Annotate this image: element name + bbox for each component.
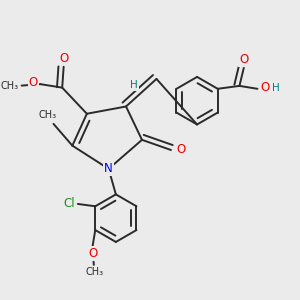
Text: Cl: Cl bbox=[63, 197, 75, 210]
Text: O: O bbox=[260, 81, 269, 94]
Text: O: O bbox=[88, 247, 98, 260]
Text: H: H bbox=[130, 80, 138, 91]
Text: CH₃: CH₃ bbox=[85, 267, 103, 278]
Text: N: N bbox=[104, 162, 113, 176]
Text: O: O bbox=[28, 76, 38, 89]
Text: O: O bbox=[239, 53, 248, 66]
Text: H: H bbox=[272, 83, 280, 93]
Text: O: O bbox=[176, 143, 186, 157]
Text: O: O bbox=[59, 52, 68, 64]
Text: CH₃: CH₃ bbox=[1, 81, 19, 91]
Text: CH₃: CH₃ bbox=[38, 110, 56, 120]
